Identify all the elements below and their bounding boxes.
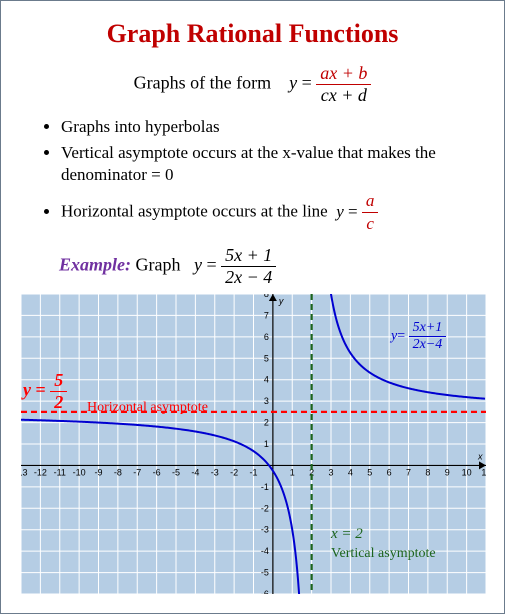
ha-anno-num: 5 <box>50 370 67 392</box>
va-equation-annotation: x = 2 <box>331 526 363 543</box>
ha-eq-lhs: y <box>336 202 344 221</box>
svg-text:-3: -3 <box>261 525 269 535</box>
svg-text:7: 7 <box>264 311 269 321</box>
svg-text:-1: -1 <box>249 468 257 478</box>
ha-text-annotation: Horizontal asymptote <box>87 400 208 416</box>
general-eq-fraction: ax + b cx + d <box>316 63 371 106</box>
example-eq-fraction: 5x + 1 2x − 4 <box>221 245 276 288</box>
ha-anno-lhs: y <box>23 380 31 400</box>
svg-text:10: 10 <box>462 468 472 478</box>
bullet-2: Vertical asymptote occurs at the x-value… <box>61 142 484 186</box>
svg-text:8: 8 <box>425 468 430 478</box>
bullet-1: Graphs into hyperbolas <box>61 116 484 138</box>
svg-text:3: 3 <box>328 468 333 478</box>
ha-eq-num: a <box>362 190 379 213</box>
svg-text:3: 3 <box>264 397 269 407</box>
svg-text:8: 8 <box>264 294 269 299</box>
bullet-3-text: Horizontal asymptote occurs at the line <box>61 202 328 221</box>
svg-text:4: 4 <box>348 468 353 478</box>
ha-equation-annotation: y = 5 2 <box>23 370 67 413</box>
svg-text:-8: -8 <box>114 468 122 478</box>
bullet-3: Horizontal asymptote occurs at the line … <box>61 190 484 235</box>
curve-equation-annotation: y= 5x+1 2x−4 <box>391 320 446 353</box>
svg-text:-11: -11 <box>54 468 66 478</box>
svg-text:-2: -2 <box>230 468 238 478</box>
example-eq-num: 5x + 1 <box>221 245 276 267</box>
ha-anno-den: 2 <box>50 392 67 413</box>
svg-text:-10: -10 <box>73 468 86 478</box>
svg-text:-6: -6 <box>153 468 161 478</box>
svg-text:2: 2 <box>264 418 269 428</box>
ha-anno-frac: 5 2 <box>50 370 67 413</box>
svg-text:-6: -6 <box>261 589 269 594</box>
svg-text:-1: -1 <box>261 482 269 492</box>
svg-text:7: 7 <box>406 468 411 478</box>
document-page: Graph Rational Functions Graphs of the f… <box>0 0 505 614</box>
svg-text:6: 6 <box>264 332 269 342</box>
curve-eq-den: 2x−4 <box>409 337 447 353</box>
svg-text:-4: -4 <box>191 468 199 478</box>
svg-text:-5: -5 <box>261 568 269 578</box>
general-eq-num: ax + b <box>316 63 371 85</box>
page-title: Graph Rational Functions <box>21 19 484 49</box>
general-eq-lhs: y <box>289 73 297 93</box>
svg-text:x: x <box>477 452 483 462</box>
example-label: Example: <box>59 255 131 275</box>
ha-eq-den: c <box>362 213 379 235</box>
curve-eq-lhs: y <box>391 329 397 344</box>
svg-text:11: 11 <box>481 468 486 478</box>
svg-text:6: 6 <box>387 468 392 478</box>
svg-text:-2: -2 <box>261 504 269 514</box>
example-eq-lhs: y <box>194 255 202 275</box>
curve-eq-num: 5x+1 <box>409 320 447 337</box>
curve-eq-frac: 5x+1 2x−4 <box>409 320 447 353</box>
properties-list: Graphs into hyperbolas Vertical asymptot… <box>21 116 484 235</box>
svg-text:-13: -13 <box>21 468 28 478</box>
svg-text:-9: -9 <box>94 468 102 478</box>
equals-sign: = <box>206 255 221 275</box>
example-eq-den: 2x − 4 <box>221 267 276 288</box>
ha-eq-fraction: a c <box>362 190 379 235</box>
general-eq-den: cx + d <box>316 85 371 106</box>
va-text-annotation: Vertical asymptote <box>331 546 436 562</box>
form-intro-text: Graphs of the form <box>134 73 271 93</box>
example-word-graph: Graph <box>136 255 181 275</box>
equals-sign: = <box>348 202 362 221</box>
svg-text:-7: -7 <box>133 468 141 478</box>
svg-text:1: 1 <box>290 468 295 478</box>
svg-text:5: 5 <box>264 354 269 364</box>
svg-text:y: y <box>278 296 284 306</box>
chart-container: xy-13-12-11-10-9-8-7-6-5-4-3-2-112345678… <box>21 294 486 594</box>
svg-text:-5: -5 <box>172 468 180 478</box>
general-form-line: Graphs of the form y = ax + b cx + d <box>21 63 484 106</box>
svg-text:1: 1 <box>264 439 269 449</box>
svg-text:5: 5 <box>367 468 372 478</box>
svg-text:-4: -4 <box>261 547 269 557</box>
svg-text:-12: -12 <box>34 468 47 478</box>
equals-sign: = <box>302 73 317 93</box>
svg-text:-3: -3 <box>211 468 219 478</box>
svg-text:9: 9 <box>445 468 450 478</box>
svg-text:4: 4 <box>264 375 269 385</box>
example-line: Example: Graph y = 5x + 1 2x − 4 <box>59 245 484 288</box>
